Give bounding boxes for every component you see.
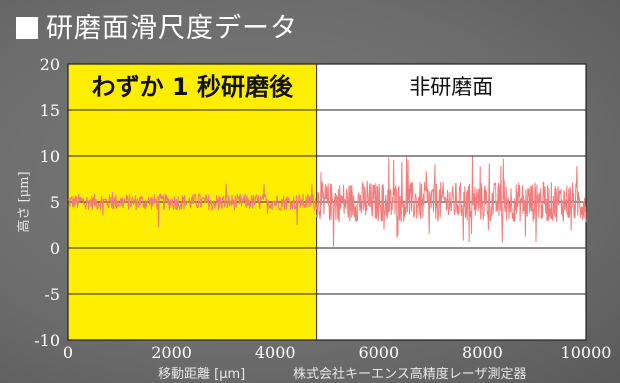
- region-label-polished: わずか 1 秒研磨後: [92, 73, 294, 101]
- x-tick-label: 0: [63, 343, 73, 362]
- y-tick-label: 10: [40, 147, 60, 166]
- series-line-unpolished: [316, 156, 587, 247]
- series-line-polished: [67, 183, 318, 228]
- x-tick-label: 8000: [462, 343, 503, 362]
- y-tick-label: 0: [50, 239, 60, 258]
- x-tick-label: 10000: [561, 343, 612, 362]
- plot-frame: [67, 63, 587, 341]
- x-tick-label: 6000: [358, 343, 399, 362]
- y-tick-label: -5: [44, 285, 60, 304]
- y-tick-label: -10: [34, 331, 60, 350]
- square-bullet-icon: [16, 17, 38, 39]
- region-label-unpolished: 非研磨面: [409, 75, 493, 99]
- y-tick-label: 20: [40, 55, 60, 74]
- y-tick-label: 5: [50, 193, 60, 212]
- page-title: 研磨面滑尺度データ: [16, 6, 298, 45]
- x-axis-label: 移動距離 [μm]: [158, 367, 245, 382]
- x-tick-label: 4000: [255, 343, 296, 362]
- x-tick-label: 2000: [151, 343, 192, 362]
- y-axis-label: 高さ [μm]: [16, 171, 32, 232]
- y-tick-label: 15: [40, 101, 60, 120]
- title-text: 研磨面滑尺度データ: [46, 13, 298, 44]
- credit-text: 株式会社キーエンス高精度レーザ測定器: [293, 366, 526, 382]
